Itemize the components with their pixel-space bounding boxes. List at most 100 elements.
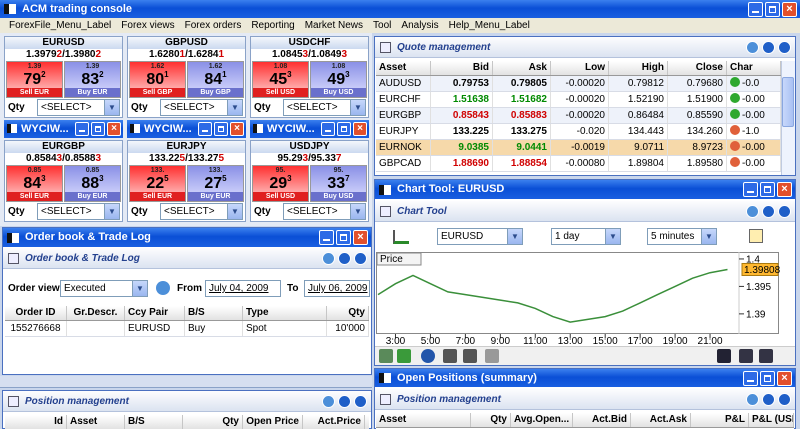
sell-button[interactable]: 133. 225 Sell EUR bbox=[129, 165, 186, 202]
table-cell: -0.0019 bbox=[551, 140, 609, 155]
toolbar-button[interactable] bbox=[397, 349, 411, 363]
help-button[interactable] bbox=[762, 41, 775, 54]
minimize-button[interactable] bbox=[743, 182, 758, 197]
close-panel-button[interactable] bbox=[778, 41, 791, 54]
ask-quote: 0.8588 bbox=[64, 153, 96, 164]
refresh-button[interactable] bbox=[746, 205, 759, 218]
maximize-button[interactable] bbox=[760, 370, 775, 386]
refresh-button[interactable] bbox=[322, 252, 335, 265]
dropdown[interactable]: <SELECT> ▼ bbox=[37, 203, 120, 220]
dropdown[interactable]: 1 day ▼ bbox=[551, 228, 621, 245]
maximize-button[interactable] bbox=[337, 122, 351, 136]
toolbar-button[interactable] bbox=[463, 349, 477, 363]
toolbar-button[interactable] bbox=[759, 349, 773, 363]
close-panel-button[interactable] bbox=[778, 393, 791, 406]
draw-tool-icon[interactable] bbox=[393, 230, 409, 244]
toolbar-button[interactable] bbox=[443, 349, 457, 363]
settings-icon[interactable] bbox=[749, 229, 763, 243]
maximize-button[interactable] bbox=[91, 122, 105, 136]
buy-button[interactable]: 1.39 832 Buy EUR bbox=[64, 61, 121, 98]
refresh-button[interactable] bbox=[746, 41, 759, 54]
menu-item[interactable]: Forex orders bbox=[184, 20, 242, 31]
pair-name: EURJPY bbox=[128, 141, 245, 153]
sell-button[interactable]: 1.62 801 Sell GBP bbox=[129, 61, 186, 98]
buy-button[interactable]: 1.62 841 Buy GBP bbox=[187, 61, 244, 98]
minimize-button[interactable] bbox=[198, 122, 212, 136]
toolbar-button[interactable] bbox=[379, 349, 393, 363]
minimize-button[interactable] bbox=[319, 230, 334, 245]
close-button[interactable]: × bbox=[107, 122, 121, 136]
menu-item[interactable]: Market News bbox=[304, 20, 364, 31]
refresh-button[interactable] bbox=[746, 393, 759, 406]
buy-button[interactable]: 95. 337 Buy USD bbox=[310, 165, 367, 202]
minimize-button[interactable] bbox=[743, 370, 758, 386]
trend-icon bbox=[730, 93, 740, 103]
buy-label: Buy USD bbox=[311, 192, 366, 201]
maximize-button[interactable] bbox=[214, 122, 228, 136]
dropdown[interactable]: <SELECT> ▼ bbox=[160, 203, 243, 220]
close-panel-button[interactable] bbox=[354, 252, 367, 265]
minimize-button[interactable] bbox=[321, 122, 335, 136]
sell-button[interactable]: 1.39 792 Sell EUR bbox=[6, 61, 63, 98]
menu-item[interactable]: Reporting bbox=[251, 20, 295, 31]
close-button[interactable]: × bbox=[353, 230, 368, 245]
menu-item[interactable]: Forex views bbox=[121, 20, 175, 31]
close-button[interactable]: × bbox=[777, 370, 792, 386]
dropdown[interactable]: <SELECT> ▼ bbox=[283, 203, 366, 220]
date-picker[interactable]: July 04, 2009 bbox=[205, 280, 281, 297]
column-header: B/S bbox=[125, 415, 183, 429]
panel-header: Quote management bbox=[375, 37, 795, 58]
sell-button[interactable]: 1.08 453 Sell USD bbox=[252, 61, 309, 98]
help-button[interactable] bbox=[762, 393, 775, 406]
refresh-button[interactable] bbox=[322, 395, 335, 408]
buy-pip: 3 bbox=[99, 174, 104, 183]
menu-item[interactable]: ForexFile_Menu_Label bbox=[9, 20, 112, 31]
refresh-button[interactable] bbox=[156, 281, 170, 295]
dropdown[interactable]: 5 minutes ▼ bbox=[647, 228, 717, 245]
dropdown[interactable]: EURUSD ▼ bbox=[437, 228, 523, 245]
menu-item[interactable]: Analysis bbox=[401, 20, 439, 31]
maximize-button[interactable] bbox=[336, 230, 351, 245]
qty-label: Qty bbox=[131, 206, 148, 217]
toolbar-button[interactable] bbox=[739, 349, 753, 363]
column-header: Avg.Open... bbox=[511, 413, 573, 427]
icon bbox=[218, 126, 224, 132]
maximize-button[interactable] bbox=[760, 182, 775, 197]
close-button[interactable]: × bbox=[353, 122, 367, 136]
scroll-thumb[interactable] bbox=[782, 77, 794, 127]
buy-button[interactable]: 133. 275 Buy EUR bbox=[187, 165, 244, 202]
sell-button[interactable]: 0.85 843 Sell EUR bbox=[6, 165, 63, 202]
toolbar-button[interactable] bbox=[485, 349, 499, 363]
buy-button[interactable]: 1.08 493 Buy USD bbox=[310, 61, 367, 98]
sell-button[interactable]: 95. 293 Sell USD bbox=[252, 165, 309, 202]
close-button[interactable]: × bbox=[230, 122, 244, 136]
menu-item[interactable]: Help_Menu_Label bbox=[448, 20, 530, 31]
dropdown[interactable]: Executed ▼ bbox=[60, 280, 148, 297]
help-button[interactable] bbox=[762, 205, 775, 218]
minimize-button[interactable] bbox=[75, 122, 89, 136]
icon: × bbox=[781, 371, 788, 384]
dropdown[interactable]: <SELECT> ▼ bbox=[37, 99, 120, 116]
panel-title: Position management bbox=[397, 394, 501, 405]
bid-pip: 5 bbox=[179, 153, 186, 164]
minimize-button[interactable] bbox=[748, 1, 763, 17]
buy-prefix: 1.39 bbox=[85, 63, 100, 70]
dropdown[interactable]: <SELECT> ▼ bbox=[283, 99, 366, 116]
quote-line: 133.225/133.275 bbox=[128, 153, 245, 165]
close-button[interactable]: × bbox=[782, 1, 797, 17]
sell-price: 225 bbox=[130, 174, 185, 193]
dropdown[interactable]: <SELECT> ▼ bbox=[160, 99, 243, 116]
close-button[interactable]: × bbox=[777, 182, 792, 197]
toolbar-button[interactable] bbox=[717, 349, 731, 363]
date-picker[interactable]: July 06, 2009 bbox=[304, 280, 370, 297]
toolbar-button[interactable] bbox=[421, 349, 435, 363]
close-panel-button[interactable] bbox=[354, 395, 367, 408]
maximize-button[interactable] bbox=[765, 1, 780, 17]
bid-quote: 1.0845 bbox=[271, 49, 303, 60]
help-button[interactable] bbox=[338, 395, 351, 408]
change-value: -0.00 bbox=[742, 94, 765, 105]
menu-item[interactable]: Tool bbox=[373, 20, 392, 31]
help-button[interactable] bbox=[338, 252, 351, 265]
buy-button[interactable]: 0.85 883 Buy EUR bbox=[64, 165, 121, 202]
close-panel-button[interactable] bbox=[778, 205, 791, 218]
